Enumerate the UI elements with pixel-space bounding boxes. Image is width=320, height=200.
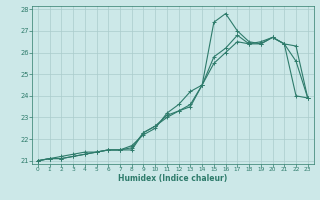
X-axis label: Humidex (Indice chaleur): Humidex (Indice chaleur) bbox=[118, 174, 228, 183]
